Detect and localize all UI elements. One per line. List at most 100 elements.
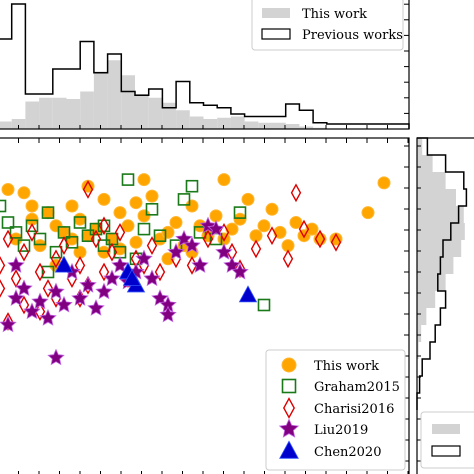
legend-label-this-work: This work [314, 359, 379, 374]
chen2020-point [122, 268, 142, 286]
right-hist-bar [417, 240, 462, 257]
charisi2016-point [290, 183, 302, 203]
top-hist-bar [135, 94, 149, 129]
top-hist-bar [258, 122, 272, 129]
this-work-point [65, 199, 79, 213]
right-hist-bar [417, 206, 464, 223]
right-hist-bar [417, 257, 454, 274]
charisi2016-point [42, 279, 54, 298]
top-hist-bar [66, 99, 81, 129]
this-work-point [265, 202, 279, 216]
this-work-point [377, 176, 391, 190]
charisi2016-point [10, 269, 22, 289]
this-work-point [33, 239, 47, 253]
this-work-point [289, 216, 303, 229]
legend-liu2019-marker [278, 418, 300, 438]
main-legend: This work Graham2015 Charisi2016 Liu2019… [265, 349, 406, 471]
liu2019-point [15, 279, 33, 296]
scatter-points [0, 173, 391, 366]
this-work-point [121, 219, 135, 233]
liu2019-point [95, 282, 113, 300]
graham2015-point [97, 219, 111, 233]
legend-label-chen2020: Chen2020 [314, 445, 381, 460]
top-histogram-bars [0, 60, 327, 129]
right-hist-bar [417, 172, 446, 189]
right-hist-bar [417, 291, 436, 308]
this-work-point [305, 222, 319, 236]
charisi2016-point [0, 255, 6, 275]
top-hist-bar [52, 97, 67, 129]
graham2015-point [73, 216, 87, 229]
this-work-point [137, 173, 151, 187]
right-legend [420, 411, 474, 469]
charisi2016-point [218, 222, 230, 242]
graham2015-point [9, 226, 23, 239]
legend-label-graham2015: Graham2015 [314, 380, 400, 395]
top-hist-bar [203, 119, 218, 129]
top-hist-bar [93, 71, 108, 129]
legend-label-liu2019: Liu2019 [314, 423, 368, 438]
this-work-point [97, 245, 111, 259]
top-hist-bar [313, 127, 327, 129]
graham2015-point [233, 206, 247, 219]
this-work-point [1, 183, 15, 196]
legend-this-work-marker [281, 357, 297, 373]
this-work-point [169, 216, 183, 229]
this-work-point [161, 252, 175, 266]
top-hist-bar [25, 101, 40, 129]
top-hist-bar [244, 121, 259, 129]
liu2019-point [143, 269, 161, 287]
top-legend-label-this-work: This work [302, 7, 367, 22]
graham2015-point [0, 199, 7, 213]
top-hist-bar [107, 60, 122, 129]
main-scatter-panel: This work Graham2015 Charisi2016 Liu2019… [0, 137, 410, 474]
graham2015-point [209, 232, 223, 246]
charisi2016-point [154, 262, 166, 282]
charisi2016-point [298, 219, 310, 239]
previous-works-step-swatch [261, 28, 291, 40]
this-work-point [233, 212, 247, 226]
graham2015-point [41, 206, 55, 219]
liu2019-point [215, 242, 233, 260]
charisi2016-point [314, 229, 326, 249]
this-work-point [137, 209, 151, 223]
graham2015-point [121, 173, 135, 186]
liu2019-point [47, 282, 65, 300]
top-histogram-step-line [0, 3, 410, 129]
this-work-point [257, 219, 271, 233]
right-legend-step-swatch [431, 445, 461, 457]
graham2015-point [41, 265, 55, 279]
charisi2016-point [2, 312, 14, 331]
charisi2016-point [58, 236, 70, 256]
legend-charisi2016-marker [283, 397, 295, 419]
this-work-point [41, 206, 55, 220]
legend-graham2015-marker [281, 378, 297, 394]
right-hist-bar [417, 155, 433, 172]
this-work-point [129, 235, 143, 249]
charisi2016-point [74, 255, 86, 275]
this-work-fill-swatch [262, 8, 290, 18]
top-hist-bar [272, 122, 286, 129]
graham2015-point [153, 229, 167, 242]
graham2015-point [49, 245, 63, 259]
right-hist-bar [417, 342, 419, 359]
liu2019-point [7, 256, 25, 273]
charisi2016-point [26, 222, 38, 242]
top-hist-bar [0, 121, 12, 129]
top-hist-bar [148, 97, 163, 129]
this-work-point [161, 225, 175, 239]
main-legend-box [265, 349, 406, 471]
liu2019-point [231, 262, 249, 280]
liu2019-point [111, 256, 129, 273]
right-histogram-frame [416, 137, 474, 474]
top-histogram-ticks [18, 3, 409, 130]
top-hist-bar [217, 117, 231, 129]
graham2015-point [193, 226, 207, 239]
top-hist-bar [11, 119, 26, 129]
this-work-point [361, 206, 375, 220]
charisi2016-point [266, 226, 278, 246]
liu2019-point [47, 348, 65, 366]
charisi2016-point [2, 229, 14, 249]
liu2019-point [135, 249, 153, 267]
